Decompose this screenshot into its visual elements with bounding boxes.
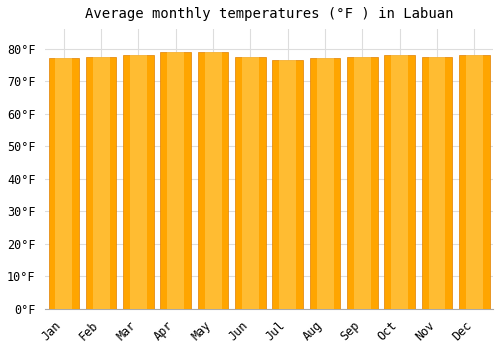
- Title: Average monthly temperatures (°F ) in Labuan: Average monthly temperatures (°F ) in La…: [85, 7, 454, 21]
- Bar: [428, 57, 446, 309]
- Bar: [272, 60, 303, 309]
- Bar: [235, 57, 266, 309]
- Bar: [280, 60, 296, 309]
- Bar: [242, 57, 259, 309]
- Bar: [316, 58, 334, 309]
- Bar: [92, 57, 110, 309]
- Bar: [48, 58, 79, 309]
- Bar: [422, 57, 452, 309]
- Bar: [198, 52, 228, 309]
- Bar: [392, 55, 408, 309]
- Bar: [384, 55, 415, 309]
- Bar: [123, 55, 154, 309]
- Bar: [459, 55, 490, 309]
- Bar: [354, 57, 371, 309]
- Bar: [310, 58, 340, 309]
- Bar: [160, 52, 191, 309]
- Bar: [168, 52, 184, 309]
- Bar: [56, 58, 72, 309]
- Bar: [204, 52, 222, 309]
- Bar: [466, 55, 483, 309]
- Bar: [347, 57, 378, 309]
- Bar: [86, 57, 117, 309]
- Bar: [130, 55, 147, 309]
